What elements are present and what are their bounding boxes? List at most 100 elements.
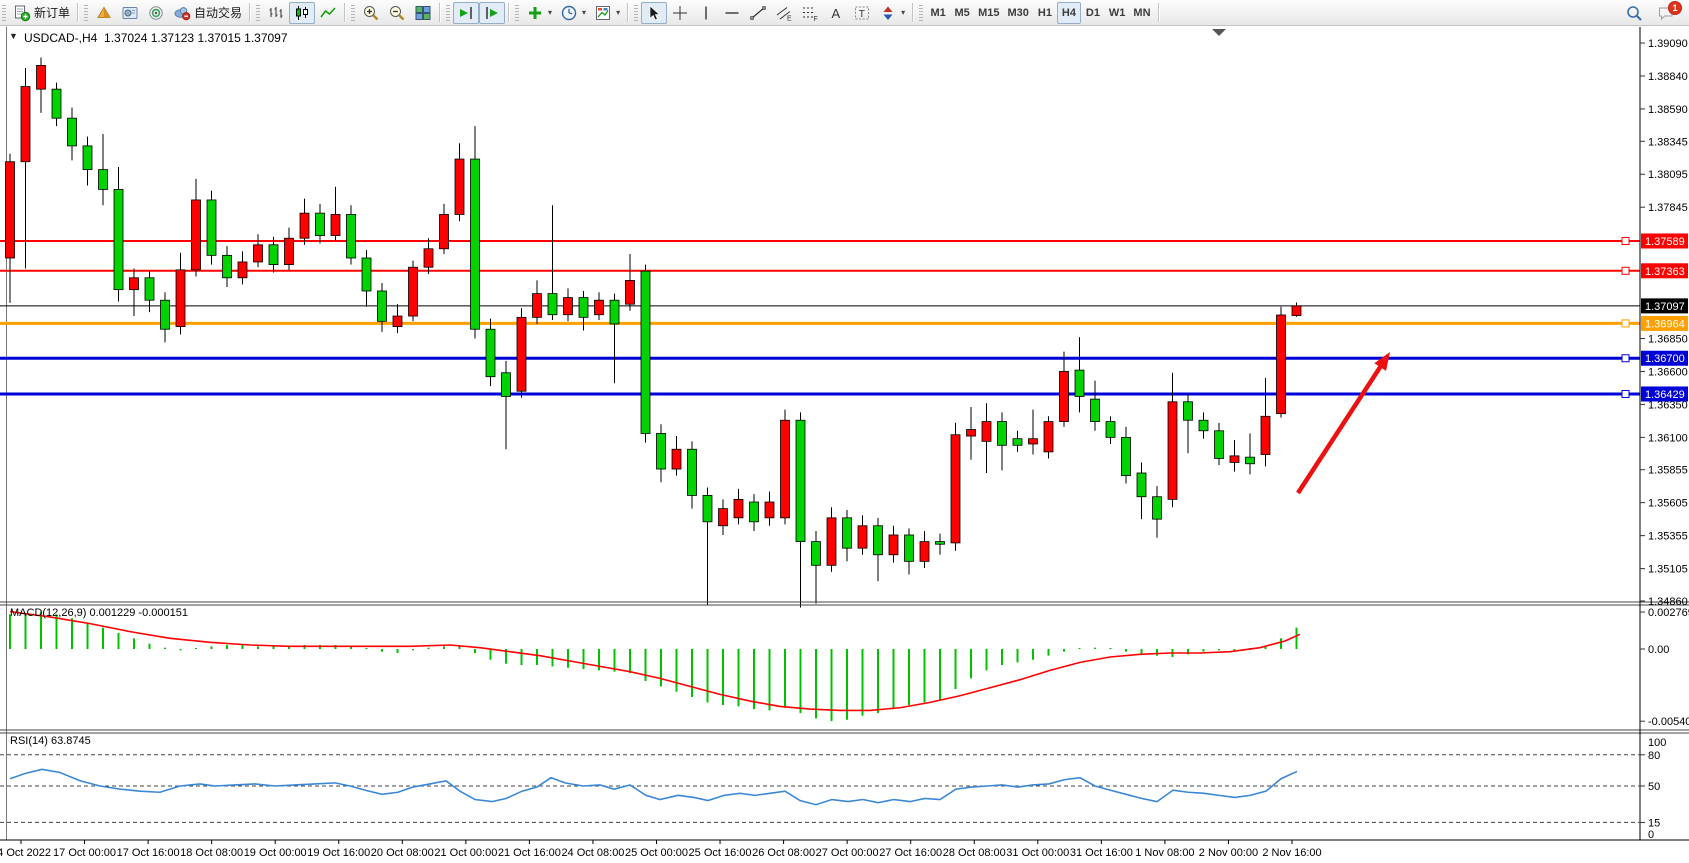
search-button[interactable] bbox=[1621, 2, 1647, 24]
auto-scroll-button[interactable] bbox=[453, 1, 480, 24]
svg-text:1.36700: 1.36700 bbox=[1645, 353, 1685, 365]
candlestick bbox=[950, 434, 961, 544]
candlestick bbox=[1121, 436, 1131, 477]
svg-text:1.36429: 1.36429 bbox=[1645, 389, 1685, 401]
price-axis-label: 1.38095 bbox=[1648, 169, 1688, 181]
candlestick bbox=[857, 525, 868, 549]
price-axis-label: 1.36100 bbox=[1648, 432, 1688, 444]
chart-shift-marker[interactable] bbox=[1212, 29, 1226, 36]
tf-m5-label: M5 bbox=[954, 6, 970, 19]
navigator-button[interactable] bbox=[117, 2, 143, 24]
tf-mn[interactable]: MN bbox=[1129, 2, 1154, 24]
chat-button[interactable]: 1 bbox=[1653, 0, 1682, 24]
tf-m1[interactable]: M1 bbox=[926, 2, 950, 24]
tf-h1[interactable]: H1 bbox=[1033, 2, 1057, 24]
market-watch-button[interactable] bbox=[91, 2, 117, 24]
toolbar-grip bbox=[84, 4, 89, 21]
tf-d1[interactable]: D1 bbox=[1081, 2, 1105, 24]
date-axis-label: 2 Nov 16:00 bbox=[1262, 847, 1321, 859]
periods-button[interactable]: ▾ bbox=[556, 2, 590, 24]
candlestick bbox=[144, 277, 155, 301]
tf-m30[interactable]: M30 bbox=[1004, 2, 1033, 24]
line-icon bbox=[320, 6, 336, 17]
crosshair-icon bbox=[673, 5, 688, 20]
svg-text:T: T bbox=[859, 9, 865, 20]
tile-windows-button[interactable] bbox=[410, 2, 436, 24]
fibonacci-button[interactable]: F bbox=[797, 2, 823, 24]
new-order-button[interactable]: 新订单 bbox=[9, 2, 74, 24]
line-handle[interactable] bbox=[1621, 389, 1630, 398]
candlestick bbox=[113, 189, 124, 291]
candlestick-chart-button[interactable] bbox=[289, 1, 316, 24]
cursor-button[interactable] bbox=[641, 1, 668, 24]
line-handle[interactable] bbox=[1621, 354, 1630, 363]
tf-w1[interactable]: W1 bbox=[1105, 2, 1130, 24]
arrowhead bbox=[1374, 352, 1390, 371]
rsi-axis-label: 50 bbox=[1648, 781, 1660, 793]
candlestick bbox=[563, 297, 573, 316]
candlestick bbox=[439, 214, 449, 250]
price-level-badge: 1.36964 bbox=[1641, 315, 1688, 331]
candlestick bbox=[237, 261, 248, 279]
tf-m5[interactable]: M5 bbox=[950, 2, 974, 24]
one-click-trading-toggle[interactable]: ▼ bbox=[9, 31, 18, 41]
candlestick bbox=[919, 541, 930, 562]
candlestick bbox=[51, 88, 62, 119]
crosshair-button[interactable] bbox=[667, 2, 693, 24]
candlestick bbox=[1059, 371, 1069, 422]
candlestick bbox=[749, 501, 759, 523]
chevron-down-icon: ▾ bbox=[582, 8, 587, 17]
chart-shift-button[interactable] bbox=[479, 1, 506, 24]
zoom-in-button[interactable] bbox=[358, 2, 384, 24]
candlestick bbox=[98, 169, 108, 190]
arrows-button[interactable]: ▾ bbox=[875, 2, 909, 24]
auto-trading-button[interactable]: 自动交易 bbox=[169, 2, 246, 24]
candlestick bbox=[981, 421, 992, 442]
date-axis-label: 31 Oct 00:00 bbox=[1006, 847, 1069, 859]
line-chart-button[interactable] bbox=[315, 2, 341, 24]
tf-m15[interactable]: M15 bbox=[974, 2, 1003, 24]
candlestick bbox=[888, 534, 899, 556]
vertical-line-button[interactable] bbox=[693, 2, 719, 24]
clock-icon bbox=[561, 5, 577, 20]
text-label-button[interactable]: T bbox=[849, 2, 875, 24]
navigator-icon bbox=[122, 6, 138, 19]
candlestick bbox=[67, 117, 77, 147]
zoom-out-button[interactable] bbox=[384, 2, 410, 24]
candlestick bbox=[904, 534, 914, 562]
candlestick bbox=[1167, 401, 1178, 500]
candlestick bbox=[253, 244, 263, 263]
trendline-button[interactable] bbox=[745, 2, 771, 24]
price-axis-label: 1.38590 bbox=[1648, 104, 1688, 116]
text-button[interactable]: A bbox=[823, 2, 849, 24]
date-axis-label: 26 Oct 08:00 bbox=[752, 847, 815, 859]
price-axis-label: 1.38840 bbox=[1648, 71, 1688, 83]
line-handle[interactable] bbox=[1621, 266, 1630, 275]
line-handle[interactable] bbox=[1621, 236, 1630, 245]
trend-arrow-annotation[interactable] bbox=[1296, 352, 1390, 495]
templates-button[interactable]: ▾ bbox=[590, 2, 624, 24]
line-handle[interactable] bbox=[1621, 319, 1630, 328]
toolbar-separator bbox=[439, 3, 442, 22]
price-axis-label: 1.35105 bbox=[1648, 564, 1688, 576]
toolbar-separator bbox=[627, 3, 630, 22]
candlestick bbox=[625, 280, 635, 305]
autoscroll-icon bbox=[460, 6, 472, 19]
price-level-badge: 1.37589 bbox=[1641, 233, 1688, 249]
indicators-icon bbox=[529, 6, 542, 19]
candlestick bbox=[222, 254, 232, 279]
candlestick bbox=[299, 212, 310, 239]
bar-chart-button[interactable] bbox=[263, 2, 289, 24]
indicators-button[interactable]: ▾ bbox=[522, 2, 556, 24]
horizontal-line-button[interactable] bbox=[719, 2, 745, 24]
price-axis: 1.39090 1.38840 1.38590 1.38345 1.38095 1.378… bbox=[1640, 38, 1688, 608]
candlestick bbox=[733, 498, 744, 519]
tf-h4[interactable]: H4 bbox=[1056, 1, 1081, 24]
candlestick bbox=[578, 297, 589, 318]
channel-button[interactable]: E bbox=[771, 2, 797, 24]
candlestick bbox=[826, 517, 837, 566]
channel-icon: E bbox=[776, 6, 792, 22]
data-window-button[interactable] bbox=[143, 2, 169, 24]
